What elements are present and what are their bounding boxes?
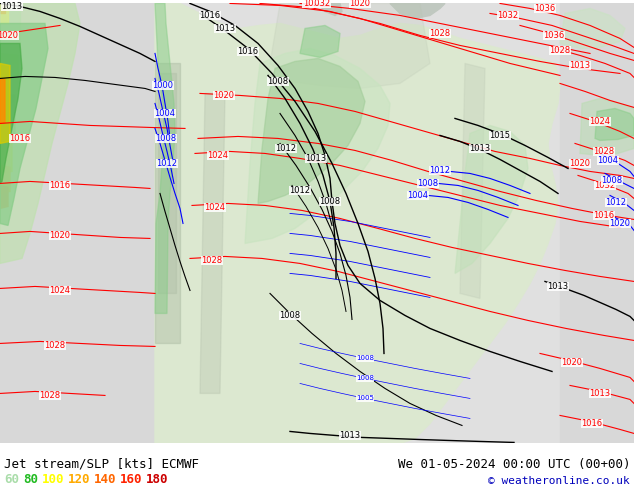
Polygon shape <box>0 78 5 123</box>
Polygon shape <box>245 49 390 244</box>
Polygon shape <box>0 3 80 264</box>
Text: 1032: 1032 <box>498 11 519 20</box>
Polygon shape <box>258 58 365 203</box>
Polygon shape <box>270 3 430 88</box>
Text: 1004: 1004 <box>155 109 176 118</box>
Text: 1008: 1008 <box>356 355 374 362</box>
Text: 60: 60 <box>4 473 19 486</box>
Text: 1012: 1012 <box>276 144 297 153</box>
Text: 1013: 1013 <box>306 154 327 163</box>
Text: 1028: 1028 <box>593 147 614 156</box>
Text: We 01-05-2024 00:00 UTC (00+00): We 01-05-2024 00:00 UTC (00+00) <box>398 458 630 471</box>
Text: 180: 180 <box>146 473 169 486</box>
Text: 1008: 1008 <box>320 197 340 206</box>
Polygon shape <box>0 53 18 103</box>
Text: 1020: 1020 <box>349 0 370 8</box>
Polygon shape <box>455 125 528 273</box>
Text: 10: 10 <box>303 0 313 8</box>
Text: 1013: 1013 <box>214 24 236 33</box>
Text: 1013: 1013 <box>1 2 23 11</box>
Text: 1016: 1016 <box>200 11 221 20</box>
Polygon shape <box>0 3 8 24</box>
Polygon shape <box>0 3 5 13</box>
Text: 1028: 1028 <box>429 29 451 38</box>
Text: 160: 160 <box>120 473 143 486</box>
Text: 1013: 1013 <box>469 144 491 153</box>
Text: 1032: 1032 <box>309 0 330 8</box>
Text: 80: 80 <box>23 473 38 486</box>
Text: 1036: 1036 <box>543 31 565 40</box>
Text: 1013: 1013 <box>339 431 361 440</box>
Text: 1020: 1020 <box>214 91 235 100</box>
Text: 1028: 1028 <box>202 256 223 265</box>
Text: 1005: 1005 <box>356 395 374 401</box>
Polygon shape <box>0 24 48 225</box>
Polygon shape <box>390 3 445 19</box>
Text: 1008: 1008 <box>268 77 288 86</box>
Text: 1012: 1012 <box>429 166 451 175</box>
Text: 1013: 1013 <box>590 389 611 398</box>
Polygon shape <box>0 133 12 173</box>
Text: 1004: 1004 <box>597 156 619 165</box>
Text: 1028: 1028 <box>44 341 65 350</box>
Polygon shape <box>155 3 560 443</box>
Polygon shape <box>0 166 10 194</box>
Text: 1020: 1020 <box>0 31 18 40</box>
Polygon shape <box>560 8 625 49</box>
Text: 1016: 1016 <box>238 47 259 56</box>
Text: 1008: 1008 <box>602 176 623 185</box>
Text: 1016: 1016 <box>593 211 614 220</box>
Polygon shape <box>0 185 8 208</box>
Text: 1028: 1028 <box>550 46 571 55</box>
Text: 1016: 1016 <box>10 134 30 143</box>
Text: 1024: 1024 <box>207 151 228 160</box>
Bar <box>155 63 180 343</box>
Text: 1008: 1008 <box>356 375 374 381</box>
Text: 1008: 1008 <box>155 134 176 143</box>
Text: 1008: 1008 <box>280 311 301 320</box>
Text: 1008: 1008 <box>417 179 439 188</box>
Text: 1020: 1020 <box>49 231 70 240</box>
Text: 1012: 1012 <box>290 186 311 195</box>
Text: 1024: 1024 <box>205 203 226 212</box>
Text: 120: 120 <box>68 473 91 486</box>
Text: 1020: 1020 <box>609 219 630 228</box>
Text: 1013: 1013 <box>569 61 590 70</box>
Polygon shape <box>0 63 10 144</box>
Text: 100: 100 <box>42 473 65 486</box>
Text: 1004: 1004 <box>408 191 429 200</box>
Text: 1012: 1012 <box>157 159 178 168</box>
Text: 1012: 1012 <box>605 198 626 207</box>
Bar <box>560 3 634 443</box>
Text: Jet stream/SLP [kts] ECMWF: Jet stream/SLP [kts] ECMWF <box>4 458 199 471</box>
Text: 1016: 1016 <box>49 181 70 190</box>
Text: 1024: 1024 <box>590 117 611 126</box>
Bar <box>158 74 176 294</box>
Text: 1032: 1032 <box>595 181 616 190</box>
Polygon shape <box>300 25 340 57</box>
Bar <box>0 3 155 443</box>
Polygon shape <box>0 94 15 144</box>
Polygon shape <box>0 44 22 183</box>
Text: 1020: 1020 <box>562 358 583 367</box>
Text: 1020: 1020 <box>569 159 590 168</box>
Text: 1028: 1028 <box>39 391 61 400</box>
Text: 140: 140 <box>94 473 117 486</box>
Polygon shape <box>460 63 485 298</box>
Polygon shape <box>580 98 634 155</box>
Text: 1016: 1016 <box>581 419 602 428</box>
Text: 1013: 1013 <box>547 282 569 291</box>
Polygon shape <box>0 3 20 63</box>
Text: 1015: 1015 <box>489 131 510 140</box>
Polygon shape <box>318 3 342 16</box>
Polygon shape <box>200 94 225 393</box>
Text: 1024: 1024 <box>49 286 70 295</box>
Text: 1000: 1000 <box>153 81 174 90</box>
Polygon shape <box>595 108 634 141</box>
Text: 1036: 1036 <box>534 4 555 13</box>
Polygon shape <box>155 3 175 314</box>
Text: © weatheronline.co.uk: © weatheronline.co.uk <box>488 476 630 486</box>
